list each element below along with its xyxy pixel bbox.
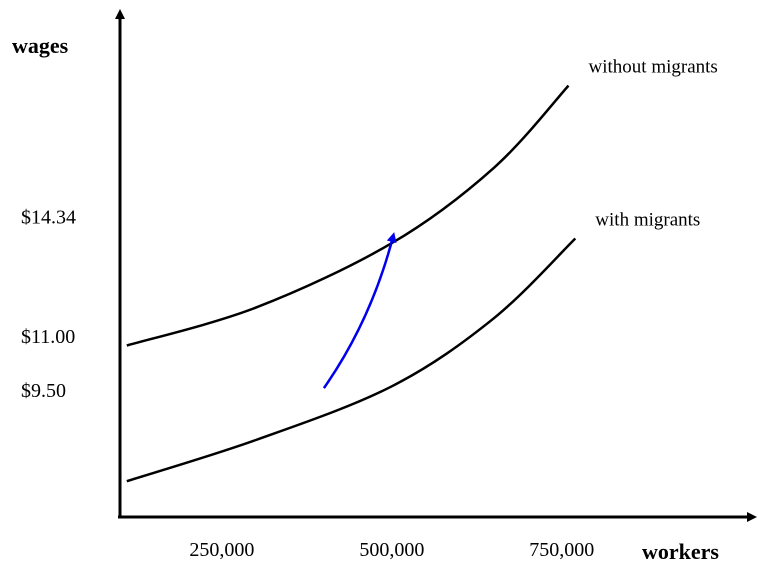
x-tick-labels: 250,000 500,000 750,000 bbox=[189, 539, 594, 561]
shift-arrow bbox=[322, 232, 397, 389]
series-label-without-migrants: without migrants bbox=[589, 57, 718, 78]
x-tick-label-2: 750,000 bbox=[529, 539, 594, 561]
y-axis-title: wages bbox=[12, 33, 69, 58]
y-tick-label-2: $14.34 bbox=[21, 207, 76, 229]
series-curves bbox=[126, 84, 577, 483]
annotations bbox=[322, 232, 397, 389]
y-tick-label-0: $9.50 bbox=[21, 380, 66, 402]
series-label-with-migrants: with migrants bbox=[595, 209, 700, 230]
x-tick-label-0: 250,000 bbox=[189, 539, 254, 561]
x-axis-title: workers bbox=[642, 539, 719, 564]
x-tick-label-1: 500,000 bbox=[359, 539, 424, 561]
series-line-with-migrants bbox=[126, 237, 577, 483]
y-tick-labels: $9.50 $11.00 $14.34 bbox=[21, 207, 76, 402]
series-line-without-migrants bbox=[126, 84, 570, 347]
y-tick-label-1: $11.00 bbox=[21, 326, 75, 348]
series-labels: without migrants with migrants bbox=[589, 57, 718, 231]
